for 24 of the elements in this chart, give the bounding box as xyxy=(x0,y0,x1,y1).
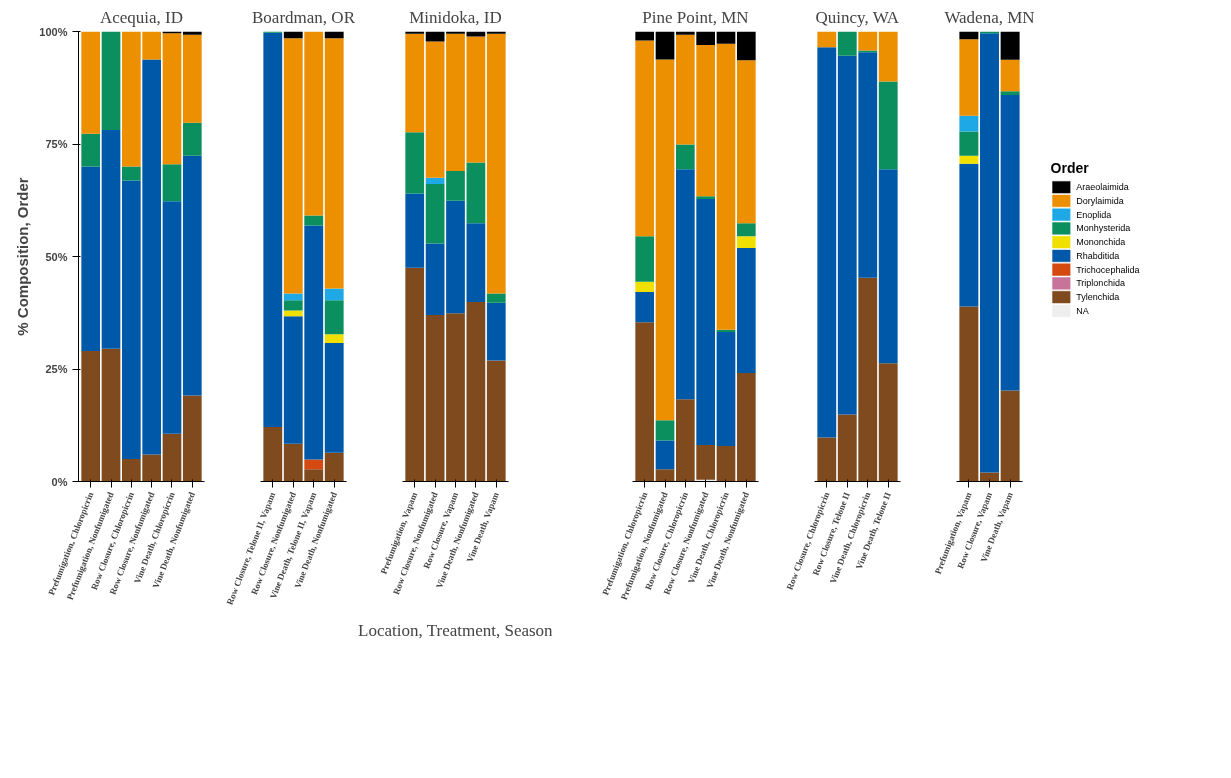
legend-label: Dorylaimida xyxy=(1076,195,1124,206)
legend-label: Rhabditida xyxy=(1076,250,1120,261)
legend-title: Order xyxy=(1050,159,1090,176)
legend-label: Mononchida xyxy=(1076,237,1126,248)
legend-label: Monhysterida xyxy=(1076,223,1131,234)
legend-label: Tylenchida xyxy=(1076,292,1120,303)
legend-label: NA xyxy=(1076,305,1089,316)
y-axis-title: % Composition, Order xyxy=(14,177,32,336)
chart-title: Minidoka, ID xyxy=(409,7,502,27)
legend-label: Trichocephalida xyxy=(1076,264,1140,275)
x-axis-title: Location, Treatment, Season xyxy=(358,620,554,640)
chart-title: Acequia, ID xyxy=(99,7,184,27)
y-tick-label: 100% xyxy=(39,25,68,38)
y-tick-label: 50% xyxy=(45,250,68,263)
chart-title: Boardman, OR xyxy=(252,7,356,27)
chart-title: Wadena, MN xyxy=(944,7,1035,27)
y-tick-label: 25% xyxy=(45,363,68,375)
legend-label: Triplonchida xyxy=(1076,278,1125,289)
legend-label: Araeolaimida xyxy=(1076,182,1129,193)
y-tick-label: 75% xyxy=(45,138,68,150)
y-tick-label: 0% xyxy=(51,475,68,488)
chart-title: Quincy, WA xyxy=(815,7,900,27)
chart-title: Pine Point, MN xyxy=(642,7,749,27)
legend-label: Enoplida xyxy=(1076,209,1112,220)
